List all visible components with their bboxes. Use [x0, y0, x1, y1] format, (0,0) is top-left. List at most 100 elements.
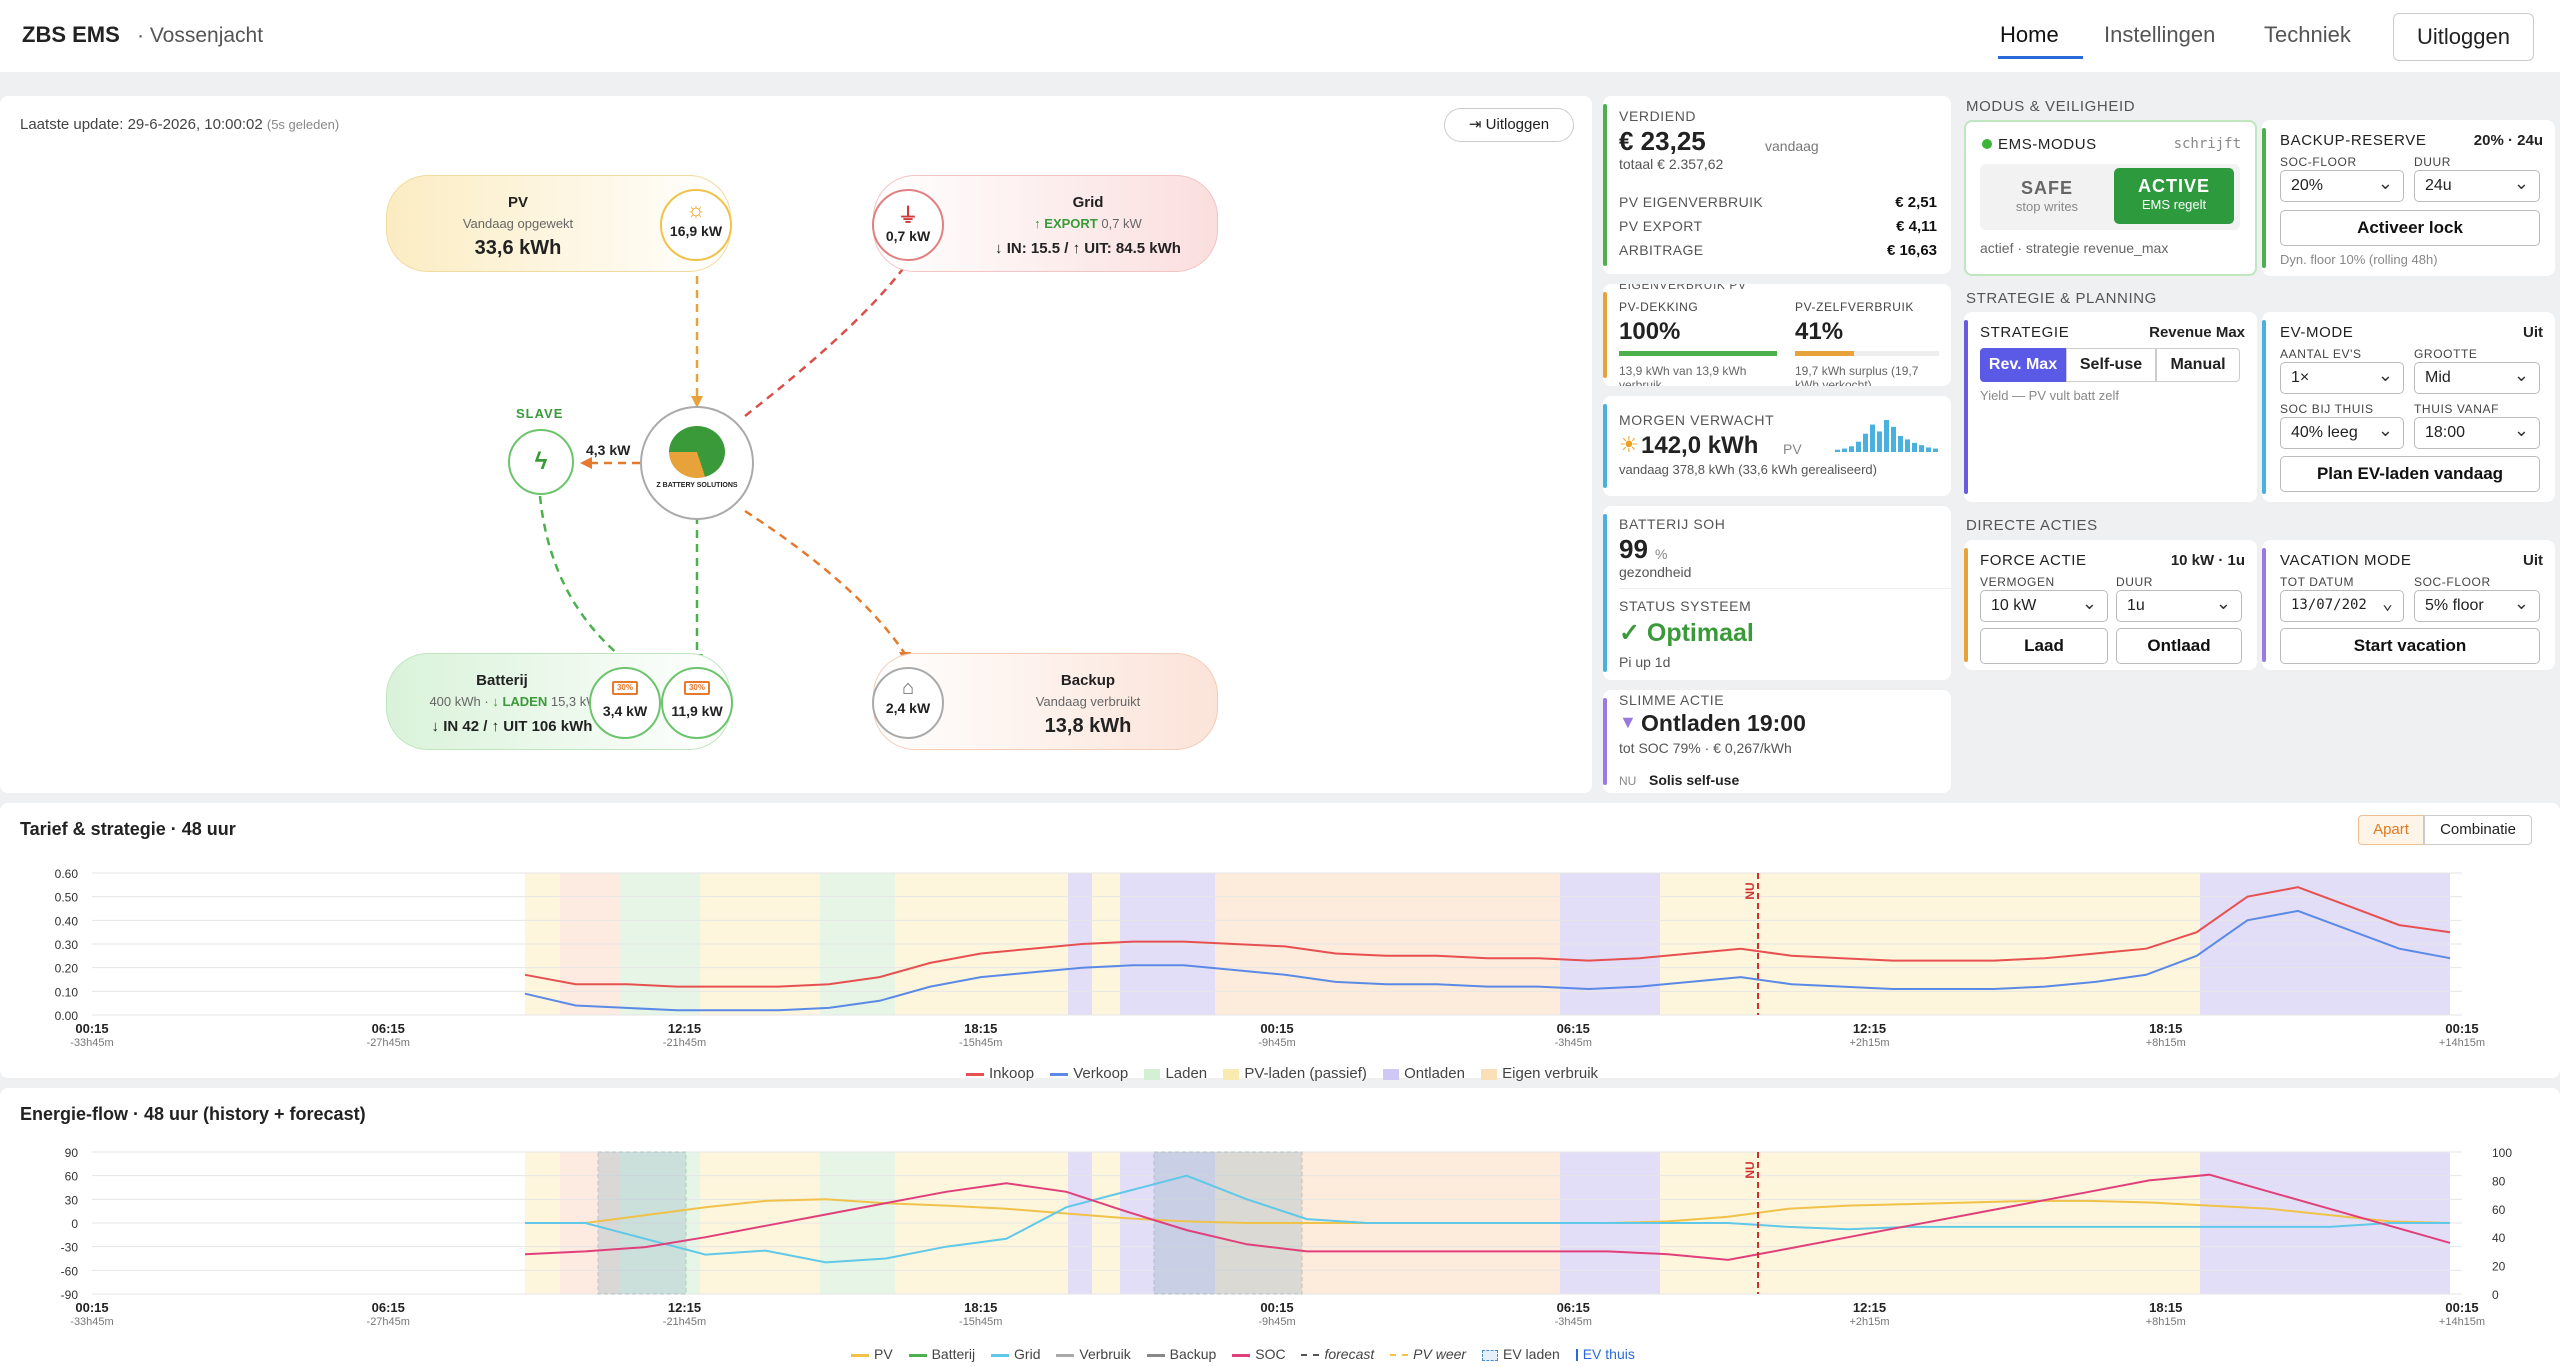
last-update: Laatste update: 29-6-2026, 10:00:02 [20, 116, 263, 133]
selfcons-label: PV-ZELFVERBRUIK [1795, 300, 1915, 314]
sparkline-bar [1919, 445, 1924, 452]
strategy-label: STRATEGIE [1980, 324, 2070, 341]
logout-icon: ⇥ [1468, 116, 1486, 133]
tomorrow-value: 142,0 kWh [1641, 432, 1759, 459]
health-card: BATTERIJ SOH 99 % gezondheid STATUS SYST… [1603, 506, 1951, 680]
status-label: STATUS SYSTEEM [1619, 598, 1752, 614]
vacation-date-input[interactable]: 13/07/202 [2280, 590, 2404, 622]
sparkline-bar [1898, 436, 1903, 452]
strategy-tab-revmax[interactable]: Rev. Max [1980, 348, 2066, 382]
grid-line-series [525, 1174, 2450, 1264]
y-tick-label: 0.40 [55, 914, 79, 928]
y-tick-label: 0.10 [55, 985, 79, 999]
tomorrow-unit: PV [1783, 441, 1802, 457]
now-label: NU [1743, 1161, 1757, 1178]
health-divider [1619, 588, 1951, 589]
start-vacation-button[interactable]: Start vacation [2280, 628, 2540, 664]
strategy-tab-manual[interactable]: Manual [2156, 348, 2240, 382]
hub-logo: Z BATTERY SOLUTIONS [640, 406, 754, 520]
x-tick-label: 00:15 [1260, 1021, 1293, 1036]
backup-dur-select[interactable]: 24u [2414, 170, 2540, 202]
tariff-toggle-combinatie[interactable]: Combinatie [2424, 815, 2532, 845]
y-tick-label: -30 [61, 1241, 79, 1255]
force-dur-select[interactable]: 1u [2116, 590, 2242, 622]
y-tick-label: -90 [61, 1288, 79, 1302]
coverage-value: 100% [1619, 318, 1681, 345]
backup-soc-select[interactable]: 20% [2280, 170, 2404, 202]
sparkline-bar [1842, 448, 1847, 452]
plan-ev-button[interactable]: Plan EV-laden vandaag [2280, 456, 2540, 492]
sparkline-bar [1891, 426, 1896, 452]
legend-grid: Grid [991, 1346, 1041, 1362]
nav-instellingen[interactable]: Instellingen [2104, 22, 2216, 47]
tomorrow-sub: vandaag 378,8 kWh (33,6 kWh gerealiseerd… [1619, 462, 1877, 477]
vacation-label: VACATION MODE [2280, 552, 2412, 569]
tomorrow-card: MORGEN VERWACHT ☀ 142,0 kWh PV vandaag 3… [1603, 396, 1951, 496]
earned-row-value: € 4,11 [1896, 218, 1937, 235]
x-tick-label: 06:15 [372, 1300, 405, 1315]
house-icon: ⌂ [901, 677, 915, 699]
x-tick-label: 18:15 [2149, 1021, 2182, 1036]
backup-power-node: ⌂ 2,4 kW [872, 667, 944, 739]
legend-forecast: forecast [1301, 1346, 1374, 1362]
smart-now-label: NU [1619, 774, 1637, 788]
earned-row-label: PV EXPORT [1619, 218, 1703, 234]
nav-home[interactable]: Home [2000, 22, 2059, 47]
y-right-tick-label: 40 [2492, 1231, 2506, 1245]
soh-unit: % [1655, 546, 1668, 562]
coverage-bar-fill [1619, 351, 1777, 356]
x-tick-sublabel: -9h45m [1258, 1316, 1295, 1328]
legend-pv: PV [851, 1346, 893, 1362]
earned-total: totaal € 2.357,62 [1619, 156, 1724, 172]
x-tick-sublabel: -21h45m [663, 1316, 706, 1328]
x-tick-label: 18:15 [2149, 1300, 2182, 1315]
tariff-title: Tarief & strategie · 48 uur [20, 819, 236, 839]
backup-soc-label: SOC-FLOOR [2280, 155, 2357, 169]
y-tick-label: 0 [71, 1217, 78, 1231]
force-right: 10 kW · 1u [2170, 552, 2245, 569]
vacation-soc-select[interactable]: 5% floor [2414, 590, 2540, 622]
tariff-toggle-apart[interactable]: Apart [2358, 815, 2424, 845]
logout-button[interactable]: Uitloggen [2393, 13, 2534, 61]
verkoop-line [524, 909, 2451, 1012]
x-tick-sublabel: +8h15m [2146, 1316, 2186, 1328]
battery-totals: ↓ IN 42 / ↑ UIT 106 kWh [431, 718, 593, 735]
selfcons-bar [1795, 351, 1939, 356]
active-label: ACTIVE [2137, 176, 2210, 196]
earned-today: vandaag [1765, 138, 1819, 154]
activate-lock-button[interactable]: Activeer lock [2280, 210, 2540, 246]
ev-count-select[interactable]: 1× [2280, 362, 2404, 394]
energy-legend: PV Batterij Grid Verbruik Backup SOC for… [845, 1346, 1641, 1362]
charge-button[interactable]: Laad [1980, 628, 2108, 664]
soc-line [524, 1173, 2451, 1261]
nav-techniek[interactable]: Techniek [2264, 22, 2351, 47]
sparkline-bar [1877, 431, 1882, 452]
ev-size-select[interactable]: Mid [2414, 362, 2540, 394]
legend-ev-thuis: EV thuis [1575, 1346, 1635, 1362]
x-tick-sublabel: +2h15m [1849, 1037, 1889, 1049]
ems-safe-button[interactable]: SAFE stop writes [1984, 170, 2110, 224]
ev-label: EV-MODE [2280, 324, 2354, 341]
ev-home-select[interactable]: 18:00 [2414, 417, 2540, 449]
force-power-select[interactable]: 10 kW [1980, 590, 2108, 622]
tomorrow-sparkline [1835, 420, 1938, 452]
y-tick-label: 90 [65, 1146, 79, 1160]
ev-soc-select[interactable]: 40% leeg [2280, 417, 2404, 449]
smart-value: Ontladen 19:00 [1641, 710, 1806, 736]
status-sub: Pi up 1d [1619, 654, 1671, 670]
x-tick-label: 12:15 [1853, 1021, 1886, 1036]
grid-export-arrow: ↑ EXPORT [1034, 216, 1098, 231]
ems-status-dot [1982, 139, 1992, 149]
smart-action-card: SLIMME ACTIE ▼ Ontladen 19:00 tot SOC 79… [1603, 690, 1951, 793]
battery-title: Batterij [476, 672, 528, 689]
sparkline-bar [1933, 448, 1938, 452]
ems-active-button[interactable]: ACTIVE EMS regelt [2114, 168, 2234, 224]
flow-logout-button[interactable]: ⇥ Uitloggen [1444, 108, 1574, 142]
strategy-tab-selfuse[interactable]: Self-use [2066, 348, 2156, 382]
grid-export-value: 0,7 kW [1101, 216, 1142, 231]
earned-card: VERDIEND € 23,25 vandaag totaal € 2.357,… [1603, 96, 1951, 274]
grid-title: Grid [1072, 194, 1104, 211]
active-sub: EMS regelt [2141, 197, 2207, 212]
discharge-button[interactable]: Ontlaad [2116, 628, 2242, 664]
x-tick-label: 06:15 [372, 1021, 405, 1036]
